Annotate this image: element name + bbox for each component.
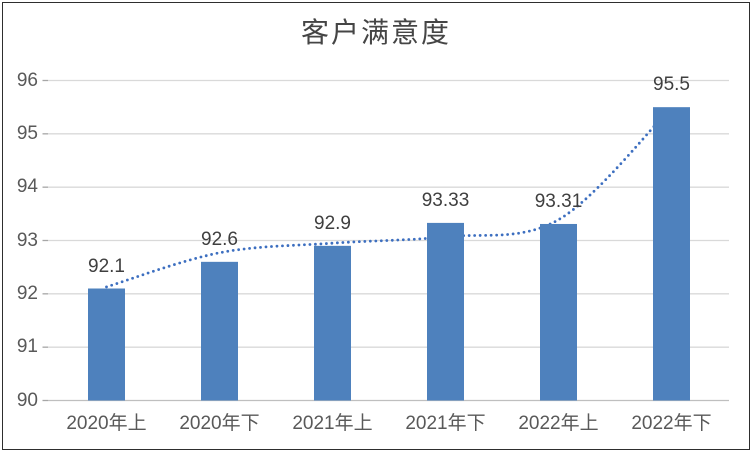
bar: [314, 245, 351, 401]
y-tick-label: 95: [16, 122, 38, 144]
bar: [427, 222, 464, 401]
chart-title: 客户满意度: [300, 18, 451, 49]
bar-data-label: 93.31: [534, 190, 583, 212]
y-tick-label: 92: [16, 282, 38, 304]
x-category-label: 2021年下: [405, 413, 486, 434]
x-category-label: 2022年上: [518, 413, 599, 434]
bar-data-label: 93.33: [421, 189, 470, 211]
bar-data-label: 92.1: [88, 255, 125, 277]
x-category-label: 2021年上: [292, 413, 373, 434]
bar: [653, 107, 690, 401]
x-category-label: 2020年下: [179, 413, 260, 434]
trendline: [105, 105, 673, 289]
bar-data-label: 92.9: [314, 212, 351, 234]
bar-data-label: 95.5: [653, 74, 690, 96]
bar: [88, 288, 125, 401]
y-tick-label: 91: [16, 336, 38, 358]
y-tick-label: 96: [16, 69, 38, 91]
y-tick-label: 90: [16, 389, 38, 411]
x-category-label: 2022年下: [631, 413, 712, 434]
y-tick-label: 94: [16, 176, 38, 198]
bar: [201, 261, 238, 401]
bar: [540, 223, 577, 401]
y-tick-label: 93: [16, 229, 38, 251]
x-category-label: 2020年上: [66, 413, 147, 434]
bar-data-label: 92.6: [201, 228, 238, 250]
